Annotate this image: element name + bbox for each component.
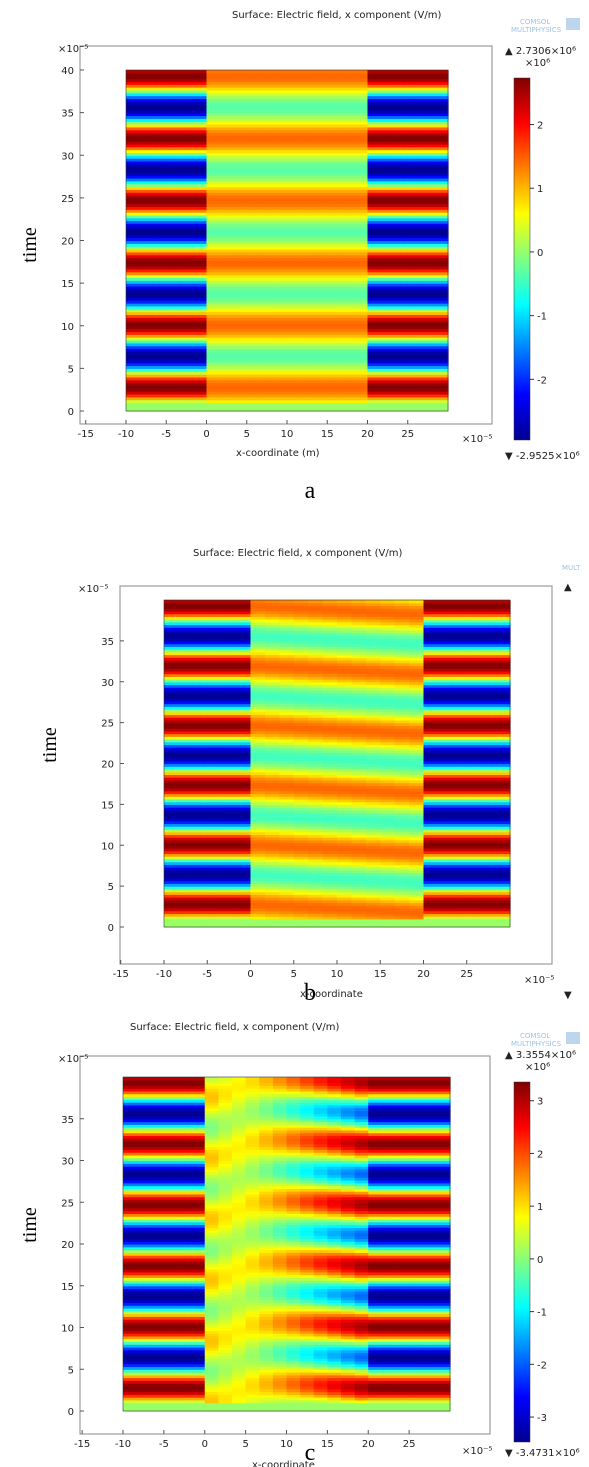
heatmap-cell — [180, 70, 187, 73]
y-tick-label: 35 — [61, 109, 74, 120]
heatmap-cell — [166, 70, 173, 73]
heatmap-area — [126, 70, 449, 412]
x-tick-label: 0 — [203, 429, 209, 440]
x-tick-label: 10 — [281, 429, 294, 440]
heatmap-cell — [173, 70, 180, 73]
heatmap-cell — [139, 70, 146, 73]
x-tick-label: 5 — [244, 429, 250, 440]
heatmap-cell — [178, 600, 186, 603]
heatmap-cell — [300, 70, 314, 73]
heatmap-area — [164, 600, 511, 928]
colorbar-ticks: 2 1 0 -1 -2 — [530, 121, 547, 387]
heatmap-cell — [274, 70, 288, 73]
heatmap-cell — [388, 70, 395, 73]
x-tick-label: 25 — [401, 429, 414, 440]
heatmap-cell — [247, 70, 261, 73]
heatmap-cell — [160, 70, 167, 73]
colorbar-tick-label: -1 — [537, 312, 547, 323]
heatmap-cell — [368, 70, 375, 73]
chart-title: Surface: Electric field, x component (V/… — [193, 548, 403, 559]
colorbar-max-label: ▲ 2.7306×10⁶ — [505, 46, 576, 57]
heatmap-cell — [186, 70, 193, 73]
y-tick-label: 30 — [61, 151, 74, 162]
heatmap-cell — [287, 70, 301, 73]
x-tick-label: 20 — [361, 429, 374, 440]
colorbar-min-label: ▼ -2.9525×10⁶ — [505, 451, 580, 462]
colorbar-tick-label: 1 — [537, 184, 543, 195]
x-tick-label: -15 — [78, 429, 94, 440]
heatmap-a-svg: Surface: Electric field, x component (V/… — [0, 0, 589, 510]
heatmap-cell — [171, 600, 179, 603]
x-axis-label: x-coordinate (m) — [236, 448, 320, 459]
heatmap-cell — [220, 70, 234, 73]
colorbar-tick-label: -2 — [537, 375, 547, 386]
heatmap-cell — [381, 70, 388, 73]
heatmap-cell — [153, 70, 160, 73]
y-tick-label: 0 — [68, 407, 74, 418]
x-exponent-label: ×10⁻⁵ — [462, 434, 492, 445]
x-tick-label: -10 — [118, 429, 134, 440]
heatmap-cell — [394, 70, 401, 73]
heatmap-cell — [200, 70, 207, 73]
y-tick-label: 10 — [61, 322, 74, 333]
panel-caption: a — [280, 478, 340, 505]
heatmap-cell — [146, 70, 153, 73]
y-exponent-label: ×10⁻⁵ — [58, 44, 88, 55]
heatmap-cell — [164, 600, 172, 603]
y-axis-label: time — [19, 227, 41, 263]
logo-line-1: MULT — [562, 564, 581, 572]
heatmap-cell — [260, 70, 274, 73]
x-tick-label: 15 — [321, 429, 334, 440]
heatmap-cell — [193, 70, 200, 73]
panel-a: Surface: Electric field, x component (V/… — [0, 0, 589, 510]
heatmap-cell — [374, 70, 381, 73]
heatmap-cell — [207, 70, 221, 73]
logo-line-1: COMSOL — [520, 18, 550, 26]
colorbar-tick-label: 2 — [537, 121, 543, 132]
heatmap-cell — [341, 70, 355, 73]
y-tick-label: 15 — [61, 279, 74, 290]
heatmap-b-svg: Surface: Electric field, x component (V/… — [0, 530, 589, 1010]
heatmap-cell — [126, 70, 133, 73]
heatmap-cell — [408, 70, 415, 73]
y-tick-label: 40 — [61, 66, 74, 77]
heatmap-cell — [233, 70, 247, 73]
heatmap-cell — [421, 70, 428, 73]
logo-cube-icon — [566, 18, 580, 30]
panel-b: Surface: Electric field, x component (V/… — [0, 530, 589, 1010]
heatmap-cell — [327, 70, 341, 73]
heatmap-cell — [133, 70, 140, 73]
colorbar — [514, 78, 530, 440]
logo-line-2: MULTIPHYSICS — [511, 26, 562, 34]
heatmap-cell — [354, 70, 368, 73]
y-tick-label: 25 — [61, 194, 74, 205]
heatmap-cell — [414, 70, 421, 73]
heatmap-cell — [314, 70, 328, 73]
heatmap-cell — [428, 70, 435, 73]
heatmap-cell — [441, 70, 448, 73]
x-tick-label: -5 — [161, 429, 171, 440]
chart-title: Surface: Electric field, x component (V/… — [232, 10, 442, 21]
heatmap-cell — [193, 600, 201, 603]
heatmap-cell — [435, 70, 442, 73]
heatmap-cell — [186, 600, 194, 603]
y-tick-label: 5 — [68, 364, 74, 375]
y-tick-label: 20 — [61, 237, 74, 248]
colorbar-tick-label: 0 — [537, 248, 543, 259]
colorbar-exponent: ×10⁶ — [525, 58, 550, 69]
heatmap-cell — [401, 70, 408, 73]
